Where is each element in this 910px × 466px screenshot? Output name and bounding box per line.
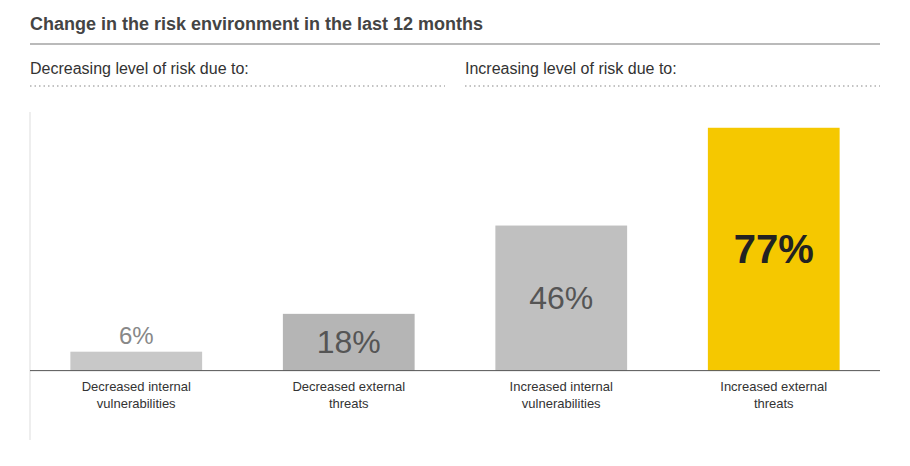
section-rule bbox=[30, 85, 445, 86]
labels: 6% 18% 46% 77% Decreased internalvulnerabili… bbox=[82, 227, 828, 410]
section-label: Decreasing level of risk due to: bbox=[30, 60, 249, 77]
data-label: 6% bbox=[119, 322, 154, 349]
section-label: Increasing level of risk due to: bbox=[465, 60, 677, 77]
category-label: Increased internalvulnerabilities bbox=[510, 379, 613, 411]
bar bbox=[708, 128, 840, 371]
category-label: Decreased externalthreats bbox=[292, 379, 405, 411]
title: Change in the risk environment in the la… bbox=[30, 14, 483, 34]
title-rule bbox=[30, 43, 880, 44]
category-label: Decreased internalvulnerabilities bbox=[82, 379, 191, 411]
data-label: 46% bbox=[529, 280, 593, 316]
bars bbox=[70, 128, 839, 371]
baseline bbox=[30, 370, 880, 371]
section-rule bbox=[465, 85, 880, 86]
category-label: Increased externalthreats bbox=[720, 379, 827, 411]
bar bbox=[283, 314, 415, 371]
y-axis-line bbox=[30, 112, 31, 440]
chart: Change in the risk environment in the la… bbox=[0, 0, 910, 466]
bar bbox=[70, 352, 202, 371]
data-label: 77% bbox=[734, 227, 814, 271]
bar bbox=[495, 226, 627, 371]
data-label: 18% bbox=[317, 324, 381, 360]
